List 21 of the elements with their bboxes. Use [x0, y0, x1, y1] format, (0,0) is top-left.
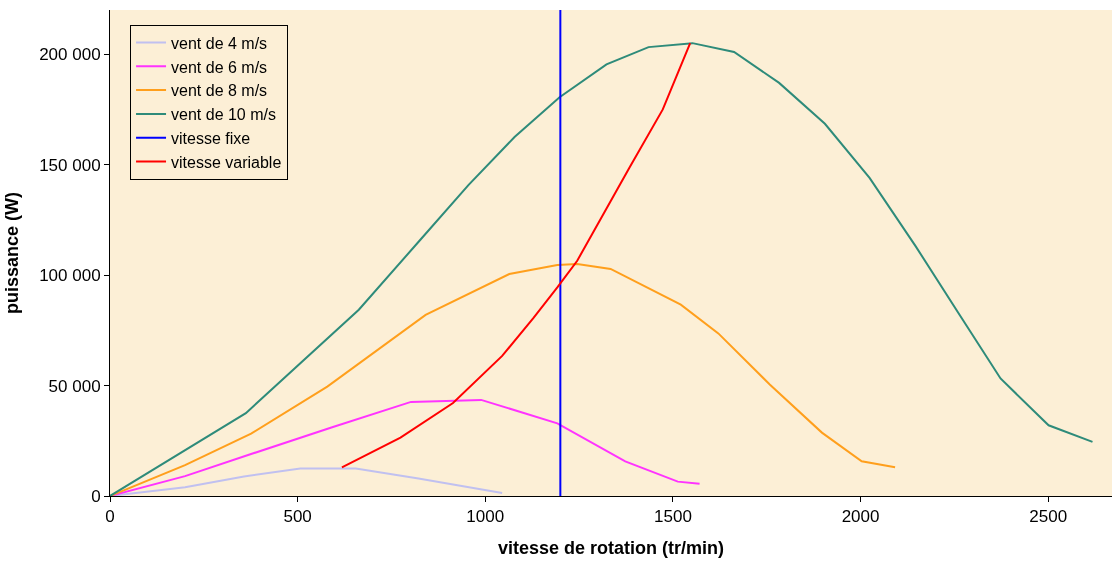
- line-series: [340, 42, 692, 469]
- y-tick-label: 100 000: [39, 266, 101, 286]
- y-tick-label: 0: [91, 486, 101, 506]
- legend-label: vitesse variable: [171, 153, 282, 171]
- x-tick-label: 1500: [654, 507, 692, 527]
- y-axis-title: puissance (W): [2, 191, 23, 315]
- legend-label: vitesse fixe: [171, 129, 251, 147]
- y-tick-label: 150 000: [39, 155, 101, 175]
- legend-label: vent de 4 m/s: [171, 34, 268, 52]
- legend-label: vent de 6 m/s: [171, 58, 268, 76]
- x-tick-label: 0: [105, 507, 115, 527]
- x-tick-label: 500: [283, 507, 312, 527]
- y-tick-label: 50 000: [48, 376, 101, 396]
- x-tick-label: 2500: [1029, 507, 1068, 527]
- y-tick-label: 200 000: [39, 45, 101, 65]
- legend-label: vent de 8 m/s: [171, 82, 268, 100]
- x-axis-title: vitesse de rotation (tr/min): [497, 537, 725, 558]
- x-tick-label: 1000: [466, 507, 505, 527]
- x-tick-label: 2000: [841, 507, 880, 527]
- legend-label: vent de 10 m/s: [171, 106, 276, 124]
- line-series: [110, 263, 897, 496]
